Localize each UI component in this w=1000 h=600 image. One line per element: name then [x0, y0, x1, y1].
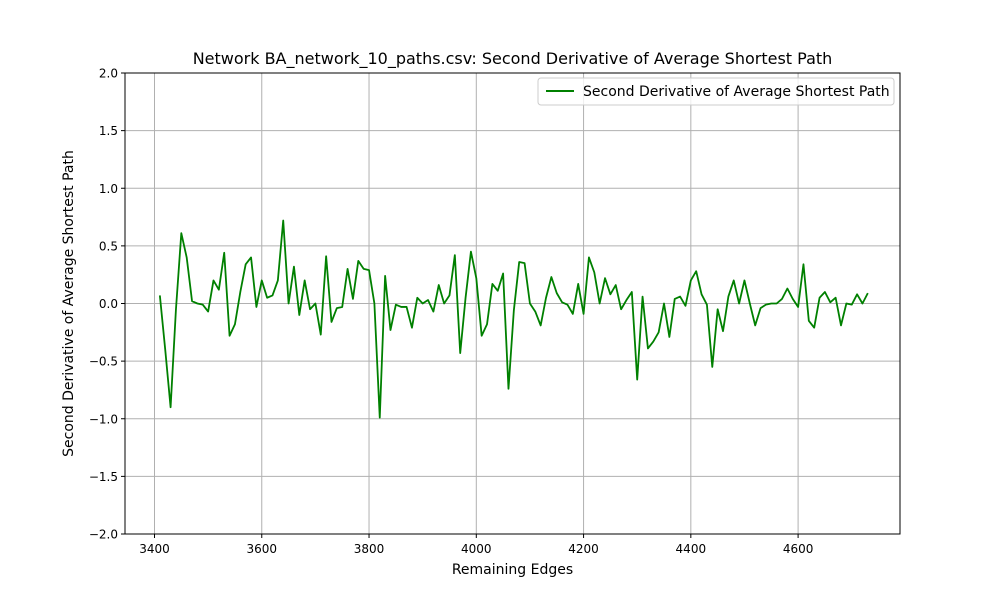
chart-title: Network BA_network_10_paths.csv: Second … [193, 49, 833, 69]
x-tick-label: 4600 [783, 542, 814, 556]
y-tick-label: −1.5 [89, 470, 118, 484]
x-tick-label: 3600 [246, 542, 277, 556]
y-tick-label: 0.0 [99, 297, 118, 311]
y-tick-label: −1.0 [89, 412, 118, 426]
y-axis-label: Second Derivative of Average Shortest Pa… [61, 150, 77, 457]
legend-label: Second Derivative of Average Shortest Pa… [583, 84, 890, 100]
y-tick-label: −2.0 [89, 528, 118, 542]
x-axis-label: Remaining Edges [452, 562, 573, 578]
x-axis-ticks: 3400 3600 3800 4000 4200 4400 4600 [139, 534, 813, 556]
series-line [158, 219, 869, 419]
y-tick-label: 1.0 [99, 182, 118, 196]
y-tick-label: −0.5 [89, 355, 118, 369]
legend-box [537, 77, 895, 106]
y-tick-label: 2.0 [99, 67, 118, 81]
x-tick-label: 3400 [139, 542, 170, 556]
series [158, 219, 869, 419]
legend: Second Derivative of Average Shortest Pa… [537, 77, 895, 106]
y-axis-ticks: −2.0 −1.5 −1.0 −0.5 0.0 0.5 1.0 1.5 2.0 [89, 67, 125, 542]
y-tick-label: 0.5 [99, 239, 118, 253]
x-tick-label: 4400 [676, 542, 707, 556]
grid [125, 72, 900, 535]
x-tick-label: 3800 [354, 542, 385, 556]
x-tick-label: 4000 [461, 542, 492, 556]
x-tick-label: 4200 [568, 542, 599, 556]
y-tick-label: 1.5 [99, 124, 118, 138]
